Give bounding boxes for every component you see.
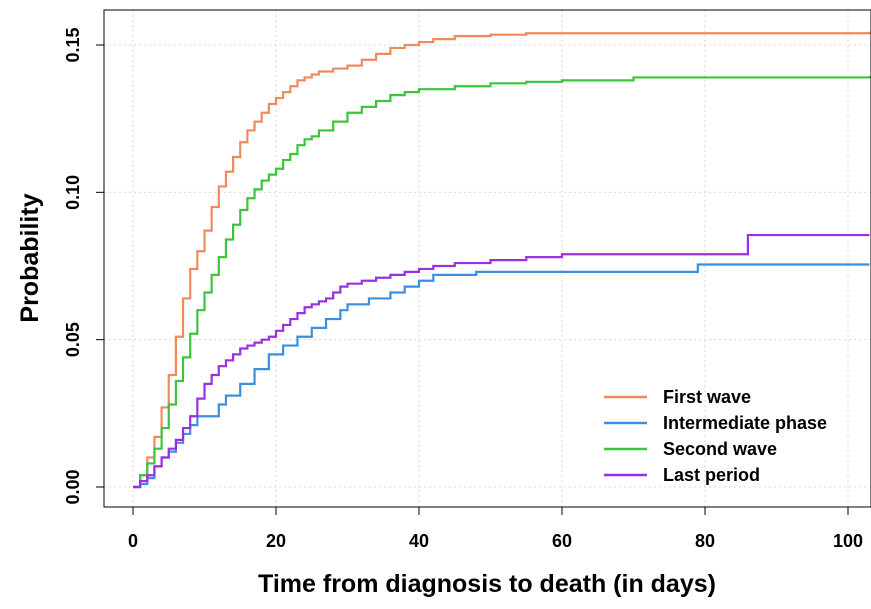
series-group [133, 31, 871, 489]
legend-label: Intermediate phase [663, 413, 827, 433]
plot-frame [103, 9, 871, 508]
y-tick-label: 0.10 [63, 175, 83, 210]
y-tick-label: 0.05 [63, 322, 83, 357]
y-tick-label: 0.00 [63, 469, 83, 504]
legend-label: First wave [663, 387, 751, 407]
x-tick-label: 20 [266, 531, 286, 551]
series-line-second-wave [133, 75, 871, 489]
x-tick-label: 80 [695, 531, 715, 551]
x-axis-title: Time from diagnosis to death (in days) [258, 570, 716, 598]
legend: First wave Intermediate phase Second wave L… [604, 387, 827, 485]
legend-label: Second wave [663, 439, 777, 459]
x-tick-label: 60 [552, 531, 572, 551]
series-line-first-wave [133, 31, 871, 489]
series-line-last-period [133, 233, 870, 489]
y-axis-title: Probability [16, 193, 44, 322]
legend-label: Last period [663, 465, 760, 485]
x-tick-label: 40 [409, 531, 429, 551]
y-tick-label: 0.15 [63, 27, 83, 62]
x-tick-label: 0 [128, 531, 138, 551]
x-tick-label: 100 [833, 531, 863, 551]
axes: 0 20 40 60 80 100 0.00 0.05 0.10 0.15 [63, 27, 863, 551]
